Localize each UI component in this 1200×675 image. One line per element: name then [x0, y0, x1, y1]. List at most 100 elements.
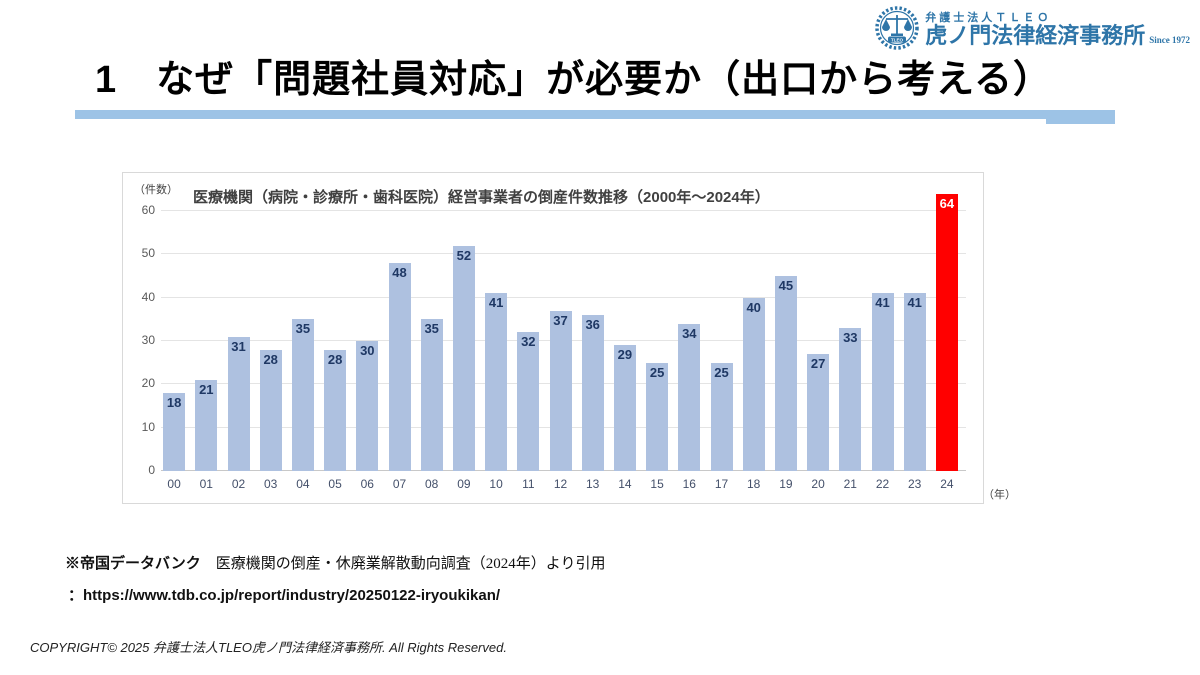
- y-tick-label-50: 50: [141, 246, 155, 261]
- source-citation: ※帝国データバンク 医療機関の倒産・休廃業解散動向調査（2024年）より引用: [65, 552, 605, 573]
- x-tick-label-18: 18: [747, 477, 761, 491]
- y-tick-label-60: 60: [141, 203, 155, 217]
- bar-value-label-12: 37: [553, 312, 568, 328]
- bar-20: 27: [807, 354, 830, 471]
- gridline-y-50: [161, 253, 966, 255]
- x-tick-label-22: 22: [875, 477, 890, 491]
- bar-value-label-04: 35: [295, 321, 311, 337]
- title-underline-end: [1046, 110, 1115, 124]
- y-tick-label-0: 0: [148, 463, 155, 477]
- x-tick-label-19: 19: [779, 477, 793, 491]
- bar-value-label-00: 18: [166, 395, 182, 410]
- x-tick-label-07: 07: [392, 477, 407, 491]
- bar-value-label-01: 21: [199, 382, 214, 397]
- bar-07: 48: [388, 263, 411, 471]
- svg-text:TLEO: TLEO: [891, 38, 904, 43]
- x-tick-label-17: 17: [714, 477, 729, 491]
- bar-21: 33: [839, 328, 862, 471]
- bar-highlight-24: 64: [935, 193, 958, 471]
- y-tick-label-20: 20: [141, 376, 155, 391]
- title-underline: [75, 110, 1115, 119]
- x-tick-label-00: 00: [167, 477, 181, 491]
- x-tick-label-03: 03: [264, 477, 278, 491]
- x-tick-label-06: 06: [360, 477, 374, 491]
- source-url: ：https://www.tdb.co.jp/report/industry/2…: [68, 587, 501, 604]
- gridline-y-60: [161, 210, 966, 211]
- bar-value-label-22: 41: [875, 295, 890, 311]
- source-name: ※帝国データバンク: [65, 555, 201, 572]
- x-tick-label-08: 08: [425, 477, 439, 491]
- bar-value-label-18: 40: [746, 299, 761, 315]
- bar-05: 28: [324, 349, 347, 471]
- x-tick-label-23: 23: [908, 477, 922, 491]
- bar-value-label-08: 35: [424, 321, 439, 337]
- y-axis-unit-label: （件数）: [134, 184, 178, 196]
- bar-12: 37: [549, 310, 572, 471]
- x-axis-unit-label: （年）: [983, 489, 1016, 501]
- x-tick-label-20: 20: [811, 477, 825, 491]
- x-tick-label-15: 15: [650, 477, 664, 491]
- bar-value-label-24: 64: [939, 195, 955, 211]
- y-tick-label-40: 40: [141, 289, 155, 304]
- bar-23: 41: [903, 293, 926, 471]
- bar-10: 41: [485, 293, 508, 471]
- bar-value-label-14: 29: [617, 347, 633, 363]
- x-tick-label-05: 05: [328, 477, 342, 491]
- bar-value-label-21: 33: [843, 330, 858, 345]
- bar-08: 35: [420, 319, 443, 471]
- x-tick-label-09: 09: [457, 477, 471, 491]
- bar-02: 31: [227, 336, 250, 471]
- bar-value-label-09: 52: [456, 247, 472, 263]
- source-description: 医療機関の倒産・休廃業解散動向調査（2024年）より引用: [200, 556, 606, 572]
- bar-value-label-16: 34: [682, 325, 697, 341]
- x-tick-label-04: 04: [296, 477, 310, 491]
- x-tick-label-13: 13: [586, 477, 600, 491]
- x-tick-label-16: 16: [682, 477, 696, 491]
- bar-01: 21: [195, 380, 218, 471]
- bar-13: 36: [581, 315, 604, 471]
- bar-value-label-07: 48: [392, 265, 407, 280]
- x-tick-label-14: 14: [618, 477, 632, 491]
- copyright-notice: COPYRIGHT© 2025 弁護士法人TLEO虎ノ門法律経済事務所. All…: [30, 640, 507, 655]
- bar-15: 25: [646, 362, 669, 471]
- bar-value-label-17: 25: [714, 364, 729, 380]
- bar-09: 52: [452, 245, 475, 471]
- x-tick-label-01: 01: [199, 477, 213, 491]
- logo-firm-name: 虎ノ門法律経済事務所: [925, 23, 1146, 49]
- logo-firm-type: 弁護士法人ＴＬＥＯ: [925, 12, 1052, 25]
- plot-area: 18 21 31 28 35 28 30 48 35 52 41 32 37 36 29 25 34 25 40 45…: [161, 193, 966, 471]
- gridline-y-40: [161, 296, 966, 298]
- bar-04: 35: [291, 319, 314, 471]
- bar-22: 41: [871, 293, 894, 471]
- bar-value-label-02: 31: [231, 338, 246, 354]
- bar-value-label-23: 41: [907, 295, 922, 311]
- bar-17: 25: [710, 362, 733, 471]
- bar-value-label-20: 27: [810, 356, 826, 371]
- x-tick-label-21: 21: [843, 477, 857, 491]
- y-tick-label-30: 30: [141, 333, 155, 347]
- logo-since: Since 1972: [1149, 35, 1190, 46]
- bar-value-label-11: 32: [521, 334, 536, 350]
- page-title: 1 なぜ「問題社員対応」が必要か（出口から考える）: [95, 59, 1052, 101]
- firm-logo: TLEO 弁護士法人ＴＬＥＯ 虎ノ門法律経済事務所 Since 1972: [875, 6, 1190, 55]
- bar-16: 34: [678, 323, 701, 471]
- bar-03: 28: [259, 349, 282, 471]
- x-tick-label-12: 12: [553, 477, 568, 491]
- bar-value-label-19: 45: [778, 278, 794, 293]
- bar-value-label-05: 28: [327, 351, 343, 367]
- bar-18: 40: [742, 297, 765, 471]
- scales-of-justice-icon: TLEO: [875, 6, 919, 55]
- bar-19: 45: [774, 276, 797, 471]
- bar-11: 32: [517, 332, 540, 471]
- x-tick-label-11: 11: [522, 477, 535, 491]
- bar-value-label-06: 30: [360, 343, 375, 358]
- bar-value-label-13: 36: [585, 317, 600, 332]
- chart-title: 医療機関（病院・診療所・歯科医院）経営事業者の倒産件数推移（2000年～2024…: [193, 189, 770, 206]
- x-tick-label-10: 10: [489, 477, 503, 491]
- y-tick-label-10: 10: [141, 419, 155, 434]
- x-tick-label-02: 02: [231, 477, 246, 491]
- bar-06: 30: [356, 341, 379, 471]
- bar-14: 29: [613, 345, 636, 471]
- bar-value-label-15: 25: [649, 364, 665, 380]
